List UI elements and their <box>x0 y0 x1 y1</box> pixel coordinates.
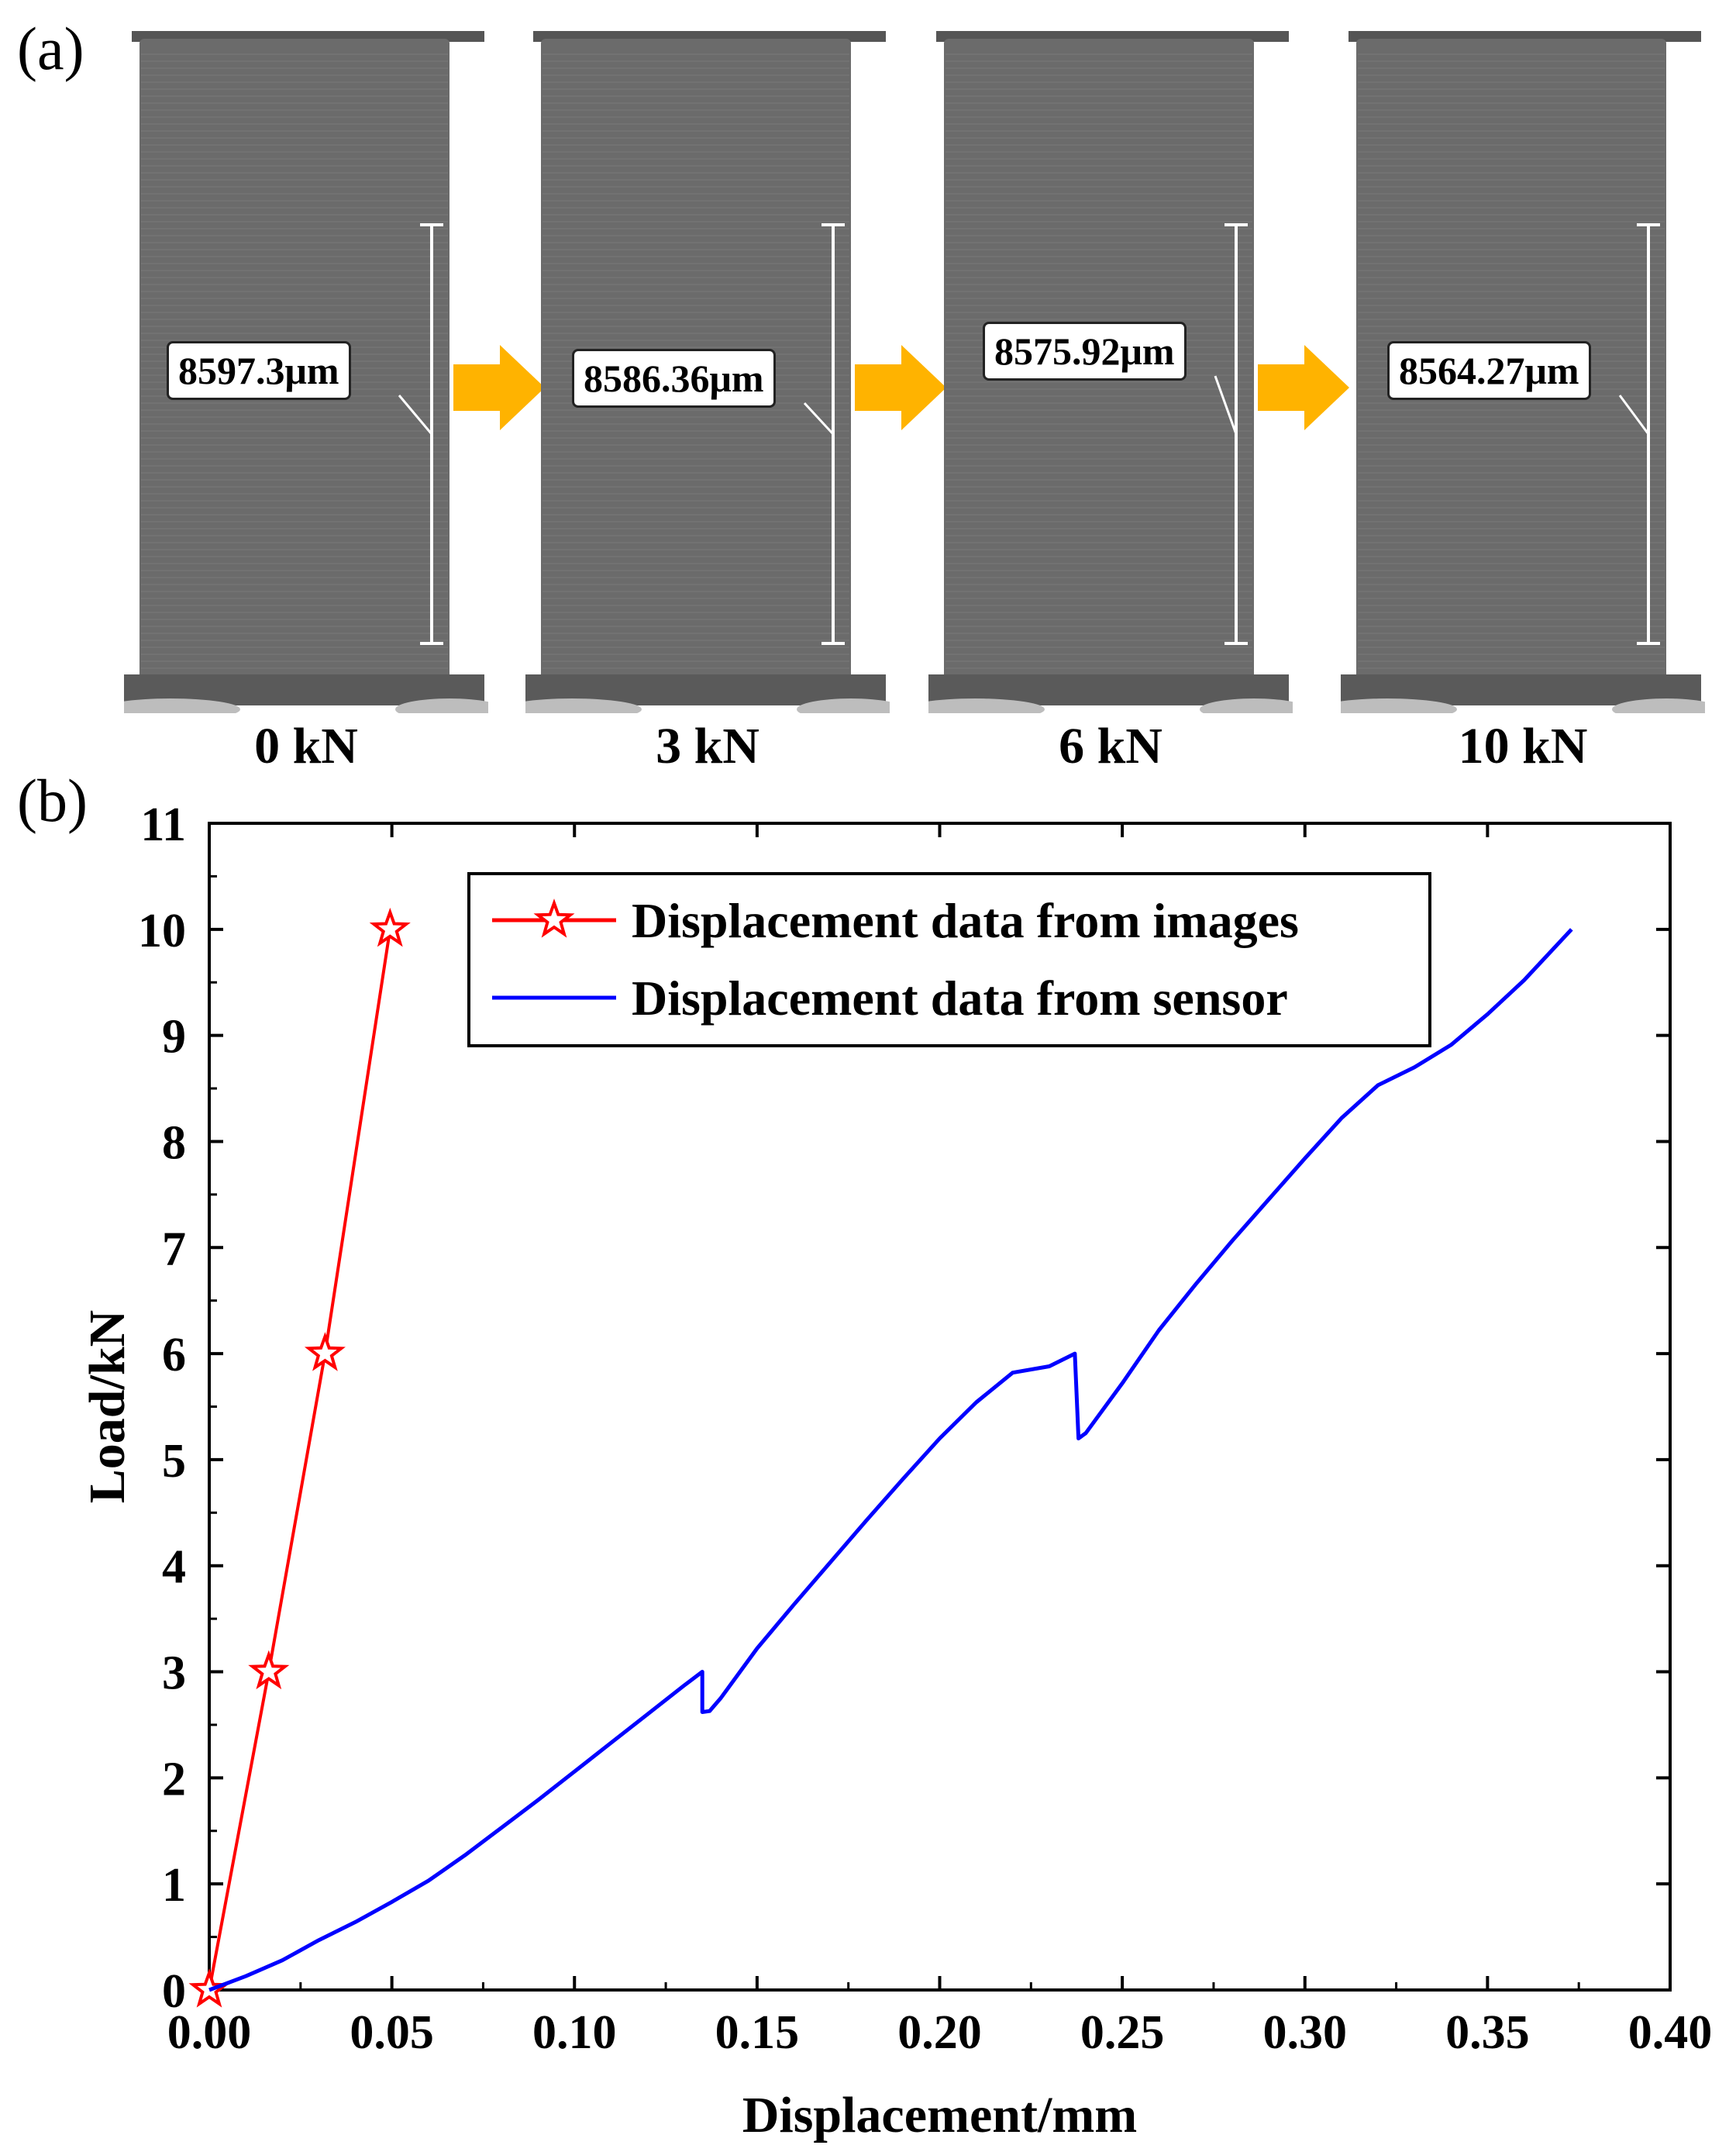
images-data-point <box>369 907 411 947</box>
specimen-image: 8597.3μm <box>124 31 488 713</box>
progression-arrow-icon <box>453 345 545 430</box>
y-tick-label: 3 <box>162 1647 186 1700</box>
length-measurement-callout: 8597.3μm <box>167 341 351 400</box>
legend-box <box>467 872 1431 1047</box>
length-measurement-callout: 8575.92μm <box>983 322 1187 381</box>
y-tick-label: 7 <box>162 1223 186 1275</box>
y-tick-label: 2 <box>162 1753 186 1805</box>
images-series-line <box>208 929 392 1991</box>
legend-entry-label: Displacement data from images <box>632 893 1299 948</box>
specimen-load-label: 0 kN <box>254 718 358 774</box>
specimen-image: 8586.36μm <box>525 31 890 713</box>
x-tick-label: 0.20 <box>897 2006 982 2059</box>
x-axis-label: Displacement/mm <box>742 2087 1138 2143</box>
y-tick-label: 5 <box>162 1435 186 1488</box>
panel-b-label: (b) <box>17 767 88 834</box>
x-tick-label: 0.05 <box>350 2006 434 2059</box>
y-tick-label: 8 <box>162 1116 186 1169</box>
progression-arrow-icon <box>1258 345 1349 430</box>
legend-star-marker <box>533 898 575 938</box>
specimen-load-label: 10 kN <box>1458 718 1588 774</box>
panel-a-label: (a) <box>17 15 84 82</box>
specimen-load-label: 3 kN <box>656 718 760 774</box>
legend-entry-label: Displacement data from sensor <box>632 971 1288 1026</box>
y-tick-label: 9 <box>162 1011 186 1064</box>
x-tick-label: 0.40 <box>1628 2006 1713 2059</box>
x-tick-label: 0.35 <box>1445 2006 1530 2059</box>
x-tick-label: 0.00 <box>167 2006 252 2059</box>
y-tick-label: 10 <box>138 905 186 957</box>
specimen-image: 8564.27μm <box>1341 31 1705 713</box>
x-tick-label: 0.25 <box>1080 2006 1165 2059</box>
images-data-point <box>248 1650 290 1690</box>
x-tick-label: 0.15 <box>715 2006 800 2059</box>
y-tick-label: 6 <box>162 1329 186 1381</box>
x-tick-label: 0.30 <box>1263 2006 1348 2059</box>
length-measurement-callout: 8564.27μm <box>1387 341 1591 400</box>
images-data-point <box>304 1332 346 1371</box>
sensor-series-line <box>208 928 1573 1992</box>
specimen-xray-image <box>1341 31 1705 713</box>
progression-arrow-icon <box>855 345 946 430</box>
y-tick-label: 1 <box>162 1859 186 1912</box>
x-tick-label: 0.10 <box>532 2006 617 2059</box>
y-axis-label: Load/kN <box>79 1310 136 1503</box>
y-tick-label: 11 <box>140 798 186 851</box>
specimen-image: 8575.92μm <box>928 31 1293 713</box>
y-tick-label: 4 <box>162 1541 186 1594</box>
load-displacement-chart: 0.00 0.05 0.10 0.15 0.20 0.25 0.30 0.35 0.40 0 1 2 3… <box>79 798 1713 2143</box>
specimen-load-label: 6 kN <box>1059 718 1162 774</box>
y-tick-label: 0 <box>162 1965 186 2018</box>
length-measurement-callout: 8586.36μm <box>572 349 776 408</box>
